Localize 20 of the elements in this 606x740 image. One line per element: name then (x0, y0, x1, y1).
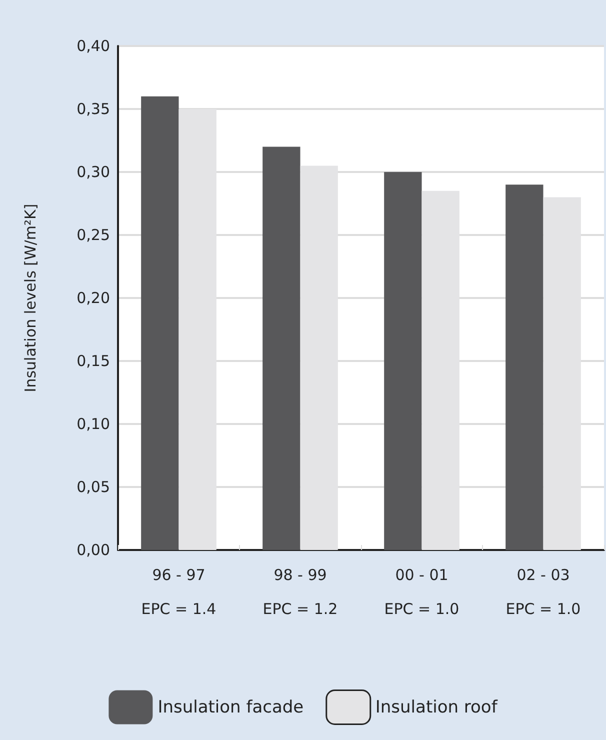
bar (384, 172, 422, 550)
y-tick-label: 0,25 (76, 226, 110, 244)
bar (262, 146, 300, 550)
y-tick-label: 0,40 (76, 37, 110, 55)
y-tick-label: 0,10 (76, 415, 110, 433)
bar (506, 184, 544, 550)
y-axis-title: Insulation levels [W/m²K] (22, 204, 40, 392)
y-tick-label: 0,35 (76, 100, 110, 118)
y-tick-label: 0,20 (76, 289, 110, 307)
x-tick-label: 02 - 03 EPC = 1.0 (506, 566, 581, 618)
bar (141, 96, 179, 550)
x-tick-label: 98 - 99 EPC = 1.2 (262, 566, 338, 618)
y-tick-label: 0,15 (76, 352, 110, 370)
y-tick-label: 0,30 (76, 163, 110, 181)
y-tick-label: 0,00 (76, 541, 110, 559)
y-tick-label: 0,05 (76, 478, 110, 496)
legend-label: Insulation roof (375, 697, 498, 718)
x-tick-label: 00 - 01 EPC = 1.0 (384, 566, 460, 618)
x-tick-label: 96 - 97 EPC = 1.4 (141, 566, 216, 618)
legend-label: Insulation facade (158, 697, 304, 718)
